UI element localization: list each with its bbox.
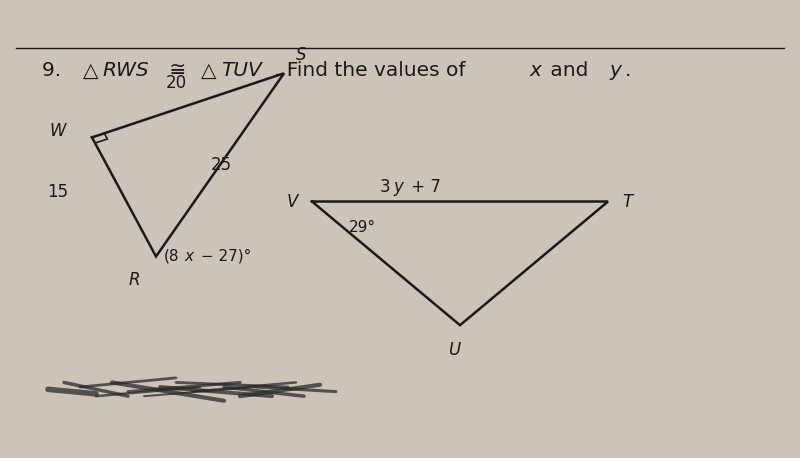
Text: T: T — [622, 193, 633, 212]
Text: − 27)°: − 27)° — [196, 249, 251, 264]
Text: y: y — [394, 178, 403, 196]
Text: W: W — [49, 121, 66, 140]
Text: ≅: ≅ — [163, 61, 193, 81]
Text: and: and — [544, 61, 595, 81]
Text: △: △ — [201, 61, 217, 81]
Text: x: x — [184, 249, 193, 264]
Text: x: x — [529, 61, 541, 81]
Text: + 7: + 7 — [406, 178, 442, 196]
Text: 15: 15 — [47, 183, 68, 202]
Text: .: . — [625, 61, 631, 81]
Text: △: △ — [82, 61, 98, 81]
Text: 3: 3 — [380, 178, 390, 196]
Text: S: S — [296, 46, 306, 64]
Text: 20: 20 — [166, 74, 186, 92]
Text: RWS: RWS — [102, 61, 150, 81]
Text: 9.: 9. — [42, 61, 74, 81]
Text: V: V — [287, 193, 298, 212]
Text: TUV: TUV — [221, 61, 262, 81]
Text: . Find the values of: . Find the values of — [274, 61, 471, 81]
Text: U: U — [448, 341, 461, 359]
Text: 29°: 29° — [349, 220, 376, 235]
Text: y: y — [610, 61, 622, 81]
Text: (8: (8 — [164, 249, 179, 264]
Text: R: R — [129, 271, 140, 289]
Text: 25: 25 — [211, 156, 232, 174]
